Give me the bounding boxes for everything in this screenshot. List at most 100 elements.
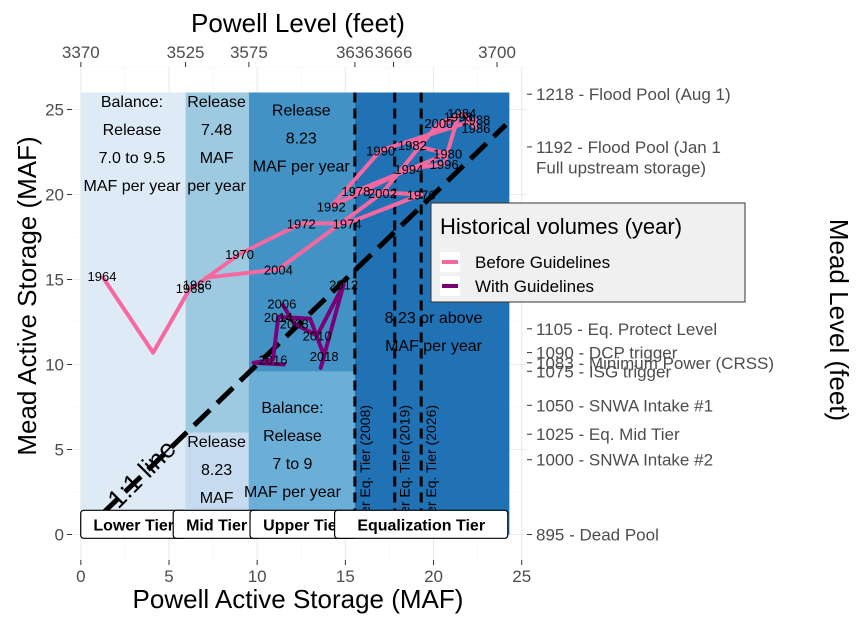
year-label: 2000 — [424, 116, 453, 131]
tier-label-0: Lower Tier — [93, 517, 174, 534]
year-label: 2018 — [310, 349, 339, 364]
year-label: 1970 — [225, 247, 254, 262]
tier-label-3: Equalization Tier — [357, 517, 485, 534]
year-label: 1978 — [341, 184, 370, 199]
zone-text-line: 8.23 — [201, 462, 232, 479]
year-label: 1986 — [461, 121, 490, 136]
tier-labels: Lower Tier Mid Tier Upper Tier Equalization… — [80, 509, 509, 539]
zone-text-1: Release 7.48 MAF per year — [187, 94, 246, 195]
year-label: 1988 — [461, 113, 490, 128]
year-label: 1996 — [430, 157, 459, 172]
year-label: 1968 — [176, 281, 205, 296]
right-tick-label: 1050 - SNWA Intake #1 — [536, 396, 713, 415]
year-label: 1966 — [183, 278, 212, 293]
year-label: 1994 — [394, 162, 423, 177]
zone-text-2: Release 8.23 MAF per year — [253, 103, 351, 176]
zone-text-line: MAF per year — [253, 159, 351, 176]
legend-label-1: With Guidelines — [475, 277, 594, 296]
zone-text-4: Balance: Release 7 to 9 MAF per year — [244, 400, 342, 501]
y-tick-label: 15 — [45, 271, 64, 290]
year-label: 1984 — [447, 106, 476, 121]
year-label: 1992 — [317, 199, 346, 214]
tier-zone-4 — [248, 371, 355, 535]
y-tick-label: 20 — [45, 186, 64, 205]
zone-text-line: MAF per year — [385, 338, 483, 355]
y-tick-label: 10 — [45, 356, 64, 375]
year-label: 2014 — [264, 310, 293, 325]
top-tick-label: 3636 — [336, 43, 374, 62]
right-tick-label: 1025 - Eq. Mid Tier — [536, 425, 680, 444]
zone-text-line: MAF per year — [84, 178, 182, 195]
top-tick-label: 3525 — [167, 43, 205, 62]
tier-zones — [80, 92, 510, 535]
year-label: 2012 — [329, 278, 358, 293]
year-label: 1972 — [287, 216, 316, 231]
right-tick-label: 1105 - Eq. Protect Level — [536, 320, 717, 339]
year-label: 1976 — [407, 188, 436, 203]
top-axis-title: Powell Level (feet) — [191, 8, 405, 38]
right-axis: 1218 - Flood Pool (Aug 1) 1192 - Flood Po… — [527, 85, 774, 545]
tier-label-box-3 — [333, 509, 509, 539]
year-label: 1974 — [333, 216, 362, 231]
right-tick-label: 1218 - Flood Pool (Aug 1) — [536, 85, 731, 104]
right-tick-label: 895 - Dead Pool — [536, 526, 659, 545]
y-axis-title: Mead Active Storage (MAF) — [12, 136, 42, 455]
legend-title: Historical volumes (year) — [440, 214, 682, 239]
year-label: 1964 — [88, 269, 117, 284]
y-tick-label: 0 — [55, 526, 64, 545]
zone-text-line: Release — [263, 428, 322, 445]
right-tick-label: 1083 - Minimum Power (CRSS) — [536, 354, 774, 373]
top-axis: 3370 3525 3575 3636 3666 3700 — [62, 43, 516, 67]
zone-text-line: 7 to 9 — [272, 456, 312, 473]
year-label: 1980 — [433, 147, 462, 162]
tier-label-2: Upper Tier — [263, 517, 343, 534]
zone-text-line: per year — [187, 178, 246, 195]
x-tick-label: 20 — [424, 567, 443, 586]
year-label: 1982 — [398, 138, 427, 153]
year-label: 2008 — [280, 317, 309, 332]
year-label: 2002 — [368, 186, 397, 201]
vline-label-1: Upper Eq. Tier (2019) — [397, 405, 413, 540]
zone-text-line: Release — [187, 434, 246, 451]
tier-zone-0 — [80, 92, 186, 535]
zone-text-line: Release — [272, 103, 331, 120]
one-to-one-line-path — [100, 123, 508, 516]
x-tick-label: 15 — [336, 567, 355, 586]
zone-text-line: MAF per year — [244, 484, 342, 501]
zone-text-line: Balance: — [261, 400, 323, 417]
year-label: 1998 — [444, 109, 473, 124]
x-axis-title: Powell Active Storage (MAF) — [133, 584, 464, 614]
series-line-0 — [100, 110, 478, 355]
zone-text-3: 8.23 or above MAF per year — [385, 310, 483, 355]
legend-label-0: Before Guidelines — [475, 253, 610, 272]
tier-label-1: Mid Tier — [186, 517, 247, 534]
right-tick-label: 1192 - Flood Pool (Jan 1 — [536, 138, 721, 157]
year-label: 1990 — [366, 143, 395, 158]
zone-text-line: 7.0 to 9.5 — [99, 150, 166, 167]
vline-label-0: Upper Eq. Tier (2008) — [357, 405, 373, 540]
x-tick-label: 0 — [76, 567, 85, 586]
zone-text-0: Balance: Release 7.0 to 9.5 MAF per year — [84, 94, 182, 195]
year-label: 2016 — [259, 352, 288, 367]
series-line-1 — [251, 282, 346, 370]
zone-text-line: Balance: — [101, 94, 163, 111]
vline-label-2: Upper Eq. Tier (2026) — [423, 405, 439, 540]
right-tick-label: Full upstream storage) — [536, 158, 706, 177]
x-tick-label: 10 — [248, 567, 267, 586]
y-tick-label: 5 — [55, 441, 64, 460]
top-tick-label: 3666 — [375, 43, 413, 62]
right-tick-label: 1090 - DCP trigger — [536, 344, 678, 363]
year-label: 2006 — [267, 296, 296, 311]
zone-text-line: 7.48 — [201, 122, 232, 139]
top-tick-label: 3575 — [230, 43, 268, 62]
right-axis-title: Mead Level (feet) — [824, 219, 854, 421]
x-tick-label: 5 — [164, 567, 173, 586]
zone-text-line: MAF — [200, 150, 234, 167]
zone-text-line: 8.23 — [286, 131, 317, 148]
zone-text-line: MAF — [200, 490, 234, 507]
x-axis: 0 5 10 15 20 25 — [76, 560, 531, 586]
y-axis: 0 5 10 15 20 25 — [45, 101, 72, 545]
